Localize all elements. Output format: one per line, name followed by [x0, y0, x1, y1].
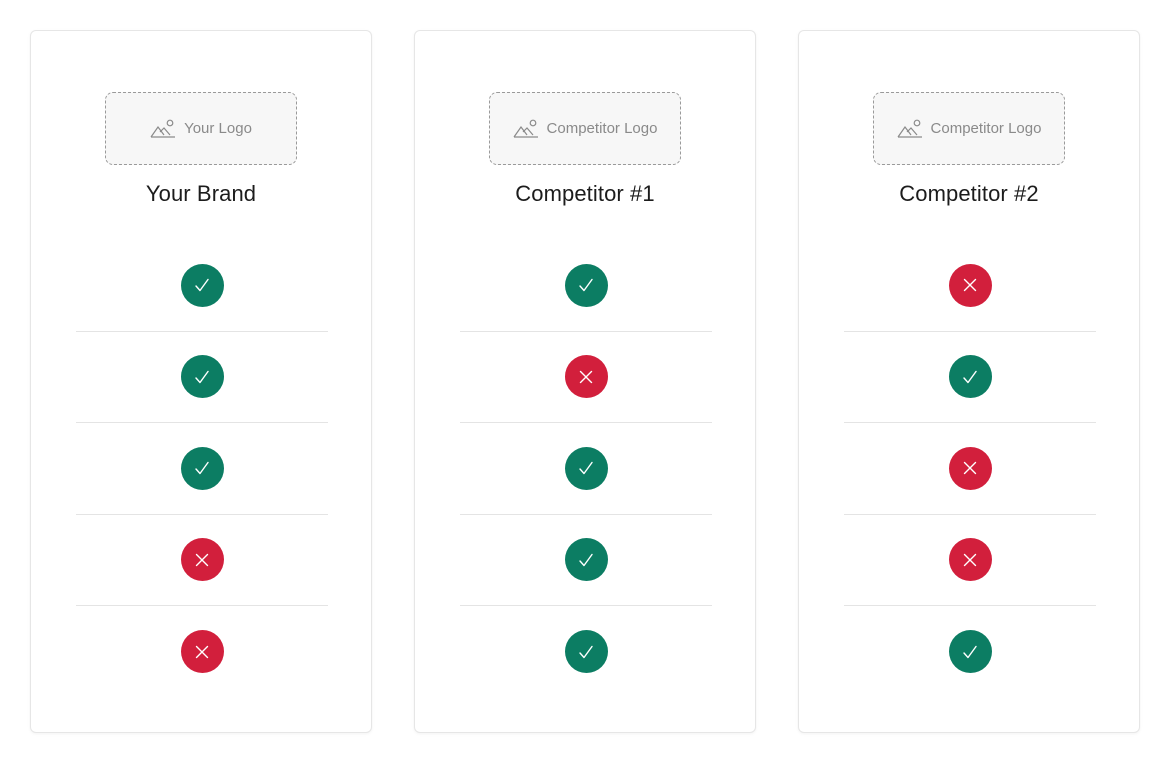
- cross-icon: [579, 370, 593, 383]
- column-title: Competitor #1: [515, 181, 655, 206]
- check-badge: [948, 630, 992, 674]
- feature-row: [76, 332, 328, 423]
- cross-icon: [195, 553, 209, 566]
- cross-icon: [195, 645, 209, 658]
- cross-badge: [564, 355, 608, 399]
- image-placeholder-icon: [513, 119, 538, 138]
- column-title: Your Brand: [145, 181, 257, 206]
- feature-row: [460, 515, 712, 606]
- check-badge: [180, 355, 224, 399]
- feature-row: [844, 606, 1096, 698]
- feature-row: [844, 332, 1096, 423]
- checkmark-icon: [579, 462, 593, 475]
- cross-icon: [963, 462, 977, 475]
- cross-badge: [180, 630, 224, 674]
- feature-list: [76, 240, 328, 698]
- feature-row: [844, 515, 1096, 606]
- logo-placeholder[interactable]: Competitor Logo: [873, 92, 1065, 165]
- cross-badge: [180, 538, 224, 582]
- checkmark-icon: [963, 645, 977, 658]
- check-badge: [564, 630, 608, 674]
- checkmark-icon: [195, 370, 209, 383]
- feature-row: [76, 240, 328, 332]
- check-badge: [948, 355, 992, 399]
- feature-row: [460, 240, 712, 332]
- check-badge: [564, 446, 608, 490]
- checkmark-icon: [579, 553, 593, 566]
- feature-row: [460, 332, 712, 423]
- check-badge: [564, 538, 608, 582]
- feature-list: [460, 240, 712, 698]
- check-badge: [564, 263, 608, 307]
- feature-row: [76, 423, 328, 515]
- feature-row: [460, 606, 712, 698]
- feature-row: [76, 606, 328, 698]
- feature-list: [844, 240, 1096, 698]
- feature-row: [844, 423, 1096, 515]
- checkmark-icon: [579, 279, 593, 292]
- column-competitor-1: Competitor Logo Competitor #1: [414, 30, 756, 733]
- checkmark-icon: [963, 370, 977, 383]
- feature-row: [76, 515, 328, 606]
- feature-row: [844, 240, 1096, 332]
- logo-placeholder[interactable]: Your Logo: [105, 92, 297, 165]
- checkmark-icon: [195, 462, 209, 475]
- cross-badge: [948, 263, 992, 307]
- cross-badge: [948, 446, 992, 490]
- logo-label: Competitor Logo: [930, 120, 1042, 137]
- cross-icon: [963, 553, 977, 566]
- cross-icon: [963, 279, 977, 292]
- feature-row: [460, 423, 712, 515]
- image-placeholder-icon: [897, 119, 922, 138]
- logo-label: Competitor Logo: [546, 120, 658, 137]
- column-title: Competitor #2: [899, 181, 1039, 206]
- check-badge: [180, 446, 224, 490]
- logo-label: Your Logo: [184, 120, 252, 137]
- column-your-brand: Your Logo Your Brand: [30, 30, 372, 733]
- column-competitor-2: Competitor Logo Competitor #2: [798, 30, 1140, 733]
- checkmark-icon: [579, 645, 593, 658]
- check-badge: [180, 263, 224, 307]
- cross-badge: [948, 538, 992, 582]
- logo-placeholder[interactable]: Competitor Logo: [489, 92, 681, 165]
- checkmark-icon: [195, 279, 209, 292]
- image-placeholder-icon: [150, 119, 176, 138]
